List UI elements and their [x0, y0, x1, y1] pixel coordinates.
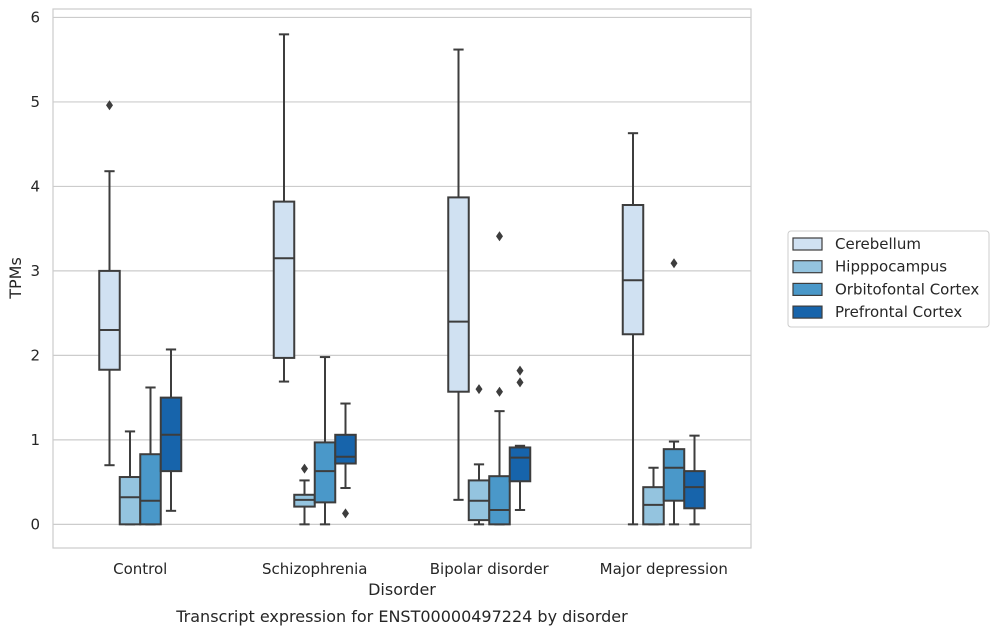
box — [508, 446, 532, 483]
y-tick-label: 6 — [30, 8, 40, 26]
box-group — [272, 33, 296, 383]
outlier-point — [496, 231, 503, 242]
box-group — [98, 100, 121, 467]
box — [139, 453, 162, 526]
legend-swatch — [792, 260, 823, 274]
boxes-layer — [98, 33, 706, 526]
y-tick-label: 4 — [30, 177, 40, 195]
y-tick-labels: 0 1 2 3 4 5 6 — [30, 8, 40, 533]
box-group — [621, 132, 645, 526]
box — [334, 433, 357, 465]
box-group — [447, 48, 470, 501]
box — [621, 204, 645, 336]
legend-label: Orbitofontal Cortex — [835, 280, 979, 298]
outlier-point — [475, 384, 483, 395]
x-tick-label: Control — [113, 560, 167, 578]
box-group — [334, 402, 357, 519]
legend: Cerebellum Hipppocampus Orbitofontal Corte… — [787, 230, 990, 328]
y-tick-label: 1 — [30, 431, 40, 449]
box-group — [313, 356, 337, 526]
box-group — [488, 231, 511, 526]
chart-caption: Transcript expression for ENST0000049722… — [175, 607, 628, 626]
y-tick-label: 3 — [30, 262, 40, 280]
box — [662, 448, 686, 502]
x-tick-label: Schizophrenia — [262, 560, 367, 578]
outlier-point — [516, 365, 524, 376]
x-axis-title: Disorder — [368, 580, 436, 599]
box — [313, 441, 337, 504]
x-tick-label: Bipolar disorder — [430, 560, 550, 578]
y-axis-title: TPMs — [6, 257, 25, 300]
box-group — [159, 348, 183, 512]
box — [272, 200, 296, 359]
box-group — [139, 386, 162, 526]
legend-swatch — [792, 305, 823, 319]
box-group — [683, 434, 706, 526]
box — [98, 269, 121, 371]
y-tick-label: 5 — [30, 93, 40, 111]
box-group — [508, 365, 532, 511]
box — [683, 470, 706, 510]
legend-label: Prefrontal Cortex — [835, 303, 962, 321]
box — [447, 196, 470, 393]
outlier-point — [516, 377, 524, 388]
x-tick-labels: Control Schizophrenia Bipolar disorder Majo… — [113, 560, 728, 578]
legend-swatch — [792, 282, 823, 296]
y-tick-label: 2 — [30, 346, 40, 364]
legend-frame — [787, 230, 990, 328]
legend-swatch — [792, 237, 823, 251]
outlier-point — [301, 463, 308, 474]
box — [488, 475, 511, 526]
legend-label: Cerebellum — [835, 235, 921, 253]
box-group — [467, 384, 491, 526]
box-group — [642, 466, 665, 526]
legend-label: Hipppocampus — [835, 258, 947, 276]
box-group — [118, 430, 142, 526]
y-tick-label: 0 — [30, 515, 40, 533]
x-tick-label: Major depression — [600, 560, 728, 578]
outlier-point — [106, 100, 113, 111]
outlier-point — [496, 386, 503, 397]
outlier-point — [670, 258, 678, 269]
box — [118, 476, 142, 526]
outlier-point — [342, 508, 349, 519]
